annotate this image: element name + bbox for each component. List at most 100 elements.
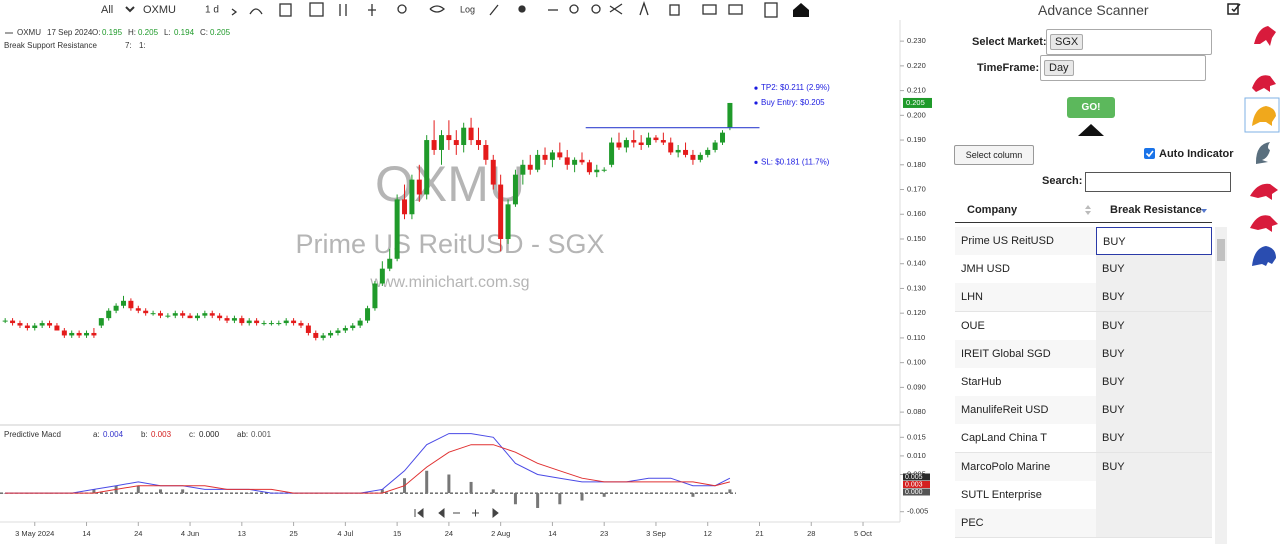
dropdown-icon[interactable] — [125, 6, 135, 13]
x-tick-label: 14 — [82, 529, 90, 538]
company-cell[interactable]: PEC — [955, 509, 1096, 537]
macd-key: ab: — [237, 430, 248, 439]
signal-cell[interactable] — [1096, 509, 1212, 537]
table-row[interactable]: CapLand China T BUY — [955, 424, 1212, 454]
candle-body — [39, 323, 45, 326]
collapse-arrow[interactable] — [1078, 124, 1104, 136]
y-tick-label: 0.080 — [907, 407, 926, 416]
control — [492, 507, 499, 519]
legend-value: 0.195 — [102, 28, 123, 37]
candle-body — [646, 137, 652, 146]
candle-body — [283, 320, 289, 324]
candle-body — [720, 132, 726, 143]
toolbar-icons[interactable] — [231, 0, 778, 18]
home-icon[interactable] — [793, 3, 809, 17]
signal-cell[interactable]: BUY — [1096, 311, 1212, 340]
candle-body — [483, 145, 489, 160]
company-cell[interactable]: OUE — [955, 311, 1096, 340]
column-header[interactable]: Break Resistance — [1110, 204, 1202, 216]
x-tick-label: 23 — [600, 529, 608, 538]
scrollbar[interactable] — [1215, 227, 1227, 544]
select-column-button[interactable]: Select column — [954, 145, 1034, 165]
candle-body — [2, 320, 8, 322]
candle-body — [187, 315, 193, 319]
candle-body — [631, 140, 637, 143]
symbol[interactable]: OXMU — [143, 4, 176, 16]
annotation: Buy Entry: $0.205 — [761, 98, 825, 107]
annotation: TP2: $0.211 (2.9%) — [761, 83, 830, 92]
candle-body — [261, 323, 267, 325]
table-row[interactable]: LHN BUY — [955, 283, 1212, 313]
company-cell[interactable]: MarcoPolo Marine — [955, 452, 1096, 481]
signal-cell[interactable]: BUY — [1096, 368, 1212, 396]
indicator-icons[interactable] — [1244, 0, 1280, 290]
candle-body — [623, 140, 629, 148]
signal-cell[interactable]: BUY — [1096, 227, 1212, 255]
histogram-bar — [3, 493, 7, 494]
candle-body — [453, 140, 459, 146]
table-row[interactable]: StarHub BUY — [955, 368, 1212, 397]
timeframe-tag[interactable]: Day — [1044, 60, 1074, 76]
table-row[interactable]: Prime US ReitUSD BUY — [955, 227, 1212, 256]
company-cell[interactable]: StarHub — [955, 368, 1096, 396]
candle-body — [527, 164, 533, 170]
signal-cell[interactable]: BUY — [1096, 339, 1212, 368]
company-cell[interactable]: LHN — [955, 283, 1096, 312]
candle-body — [461, 127, 467, 146]
candle-body — [505, 204, 511, 239]
checkbox[interactable] — [1144, 148, 1156, 160]
company-cell[interactable]: JMH USD — [955, 255, 1096, 284]
signal-cell[interactable] — [1096, 480, 1212, 509]
signal-cell[interactable]: BUY — [1096, 452, 1212, 481]
table-row[interactable]: PEC — [955, 509, 1212, 538]
candle-body — [387, 258, 393, 269]
market-select[interactable]: SGX — [1046, 29, 1212, 55]
candle-body — [683, 149, 689, 155]
x-tick-label: 3 Sep — [646, 529, 666, 538]
table-row[interactable]: MarcoPolo Marine BUY — [955, 452, 1212, 482]
company-cell[interactable]: IREIT Global SGD — [955, 339, 1096, 368]
market-tag[interactable]: SGX — [1050, 34, 1084, 50]
table-row[interactable]: SUTL Enterprise — [955, 480, 1212, 510]
y-tick-label: 0.110 — [907, 333, 925, 342]
search-input[interactable] — [1085, 172, 1231, 192]
end-label-box — [903, 473, 930, 481]
company-cell[interactable]: SUTL Enterprise — [955, 480, 1096, 509]
signal-cell[interactable]: BUY — [1096, 255, 1212, 284]
annotation-dot — [754, 101, 758, 105]
legend-key: C: — [200, 28, 208, 37]
candle-body — [653, 137, 659, 141]
log-toggle[interactable]: Log — [460, 4, 475, 14]
table-row[interactable]: JMH USD BUY — [955, 255, 1212, 285]
edit-icon[interactable] — [1227, 2, 1241, 16]
signal-cell[interactable]: BUY — [1096, 424, 1212, 453]
timeframe-select[interactable]: Day — [1040, 55, 1206, 81]
candle-body — [520, 164, 526, 175]
company-cell[interactable]: ManulifeReit USD — [955, 396, 1096, 425]
signal-cell[interactable]: BUY — [1096, 396, 1212, 425]
go-button[interactable]: GO! — [1067, 97, 1115, 118]
candle-body — [276, 323, 282, 325]
candle-body — [76, 332, 82, 336]
histogram-bar — [469, 481, 473, 494]
company-cell[interactable]: Prime US ReitUSD — [955, 227, 1096, 255]
signal-cell[interactable]: BUY — [1096, 283, 1212, 312]
histogram-bar — [558, 493, 562, 505]
candle-body — [468, 127, 474, 141]
table-row[interactable]: ManulifeReit USD BUY — [955, 396, 1212, 426]
playback-controls[interactable] — [414, 507, 499, 519]
table-row[interactable]: IREIT Global SGD BUY — [955, 339, 1212, 369]
scroll-thumb[interactable] — [1217, 239, 1225, 261]
end-label: 0.005 — [905, 474, 923, 481]
company-cell[interactable]: CapLand China T — [955, 424, 1096, 453]
interval[interactable]: 1 d — [205, 5, 219, 16]
candle-body — [121, 300, 127, 306]
scanner: Advance Scanner Select Market: SGX TimeF… — [950, 0, 1241, 544]
table-row[interactable]: OUE BUY — [955, 311, 1212, 341]
sort-icon[interactable] — [1200, 207, 1208, 215]
range[interactable]: All — [101, 4, 113, 16]
candle-body — [638, 142, 644, 146]
macd-line — [5, 433, 731, 494]
column-header[interactable]: Company — [967, 204, 1018, 216]
sort-icon[interactable] — [1084, 204, 1092, 216]
